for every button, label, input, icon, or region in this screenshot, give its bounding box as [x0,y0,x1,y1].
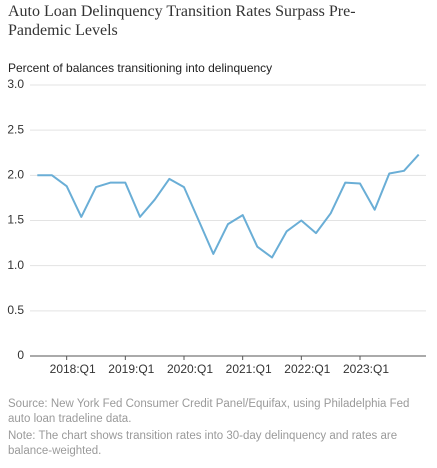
x-tick-label: 2022:Q1 [284,362,330,376]
x-tick-label: 2023:Q1 [343,362,389,376]
y-tick-label: 1.0 [7,258,24,272]
y-axis-label: Percent of balances transitioning into d… [8,61,273,75]
line [37,153,420,259]
x-tick-label: 2019:Q1 [108,362,154,376]
y-tick-label: 0.5 [7,303,24,317]
chart: 0 0.5 1.0 1.5 2.0 2.5 3.0 2018:Q1 2019:Q1 2020:Q1… [7,77,426,376]
source: Source: New York Fed Consumer Credit Pan… [8,398,410,425]
y-tick-label: 1.5 [7,213,24,227]
note: Note: The chart shows transition rates i… [8,430,398,457]
y-tick-label: 0 [17,348,24,362]
y-tick-label: 2.5 [7,122,24,136]
x-tick-label: 2020:Q1 [167,362,213,376]
x-tick-label: 2018:Q1 [50,362,96,376]
chart-title: Auto Loan Delinquency Transition Rates S… [8,3,356,39]
y-tick-label: 3.0 [7,77,24,91]
y-tick-label: 2.0 [7,168,24,182]
x-tick-label: 2021:Q1 [226,362,272,376]
